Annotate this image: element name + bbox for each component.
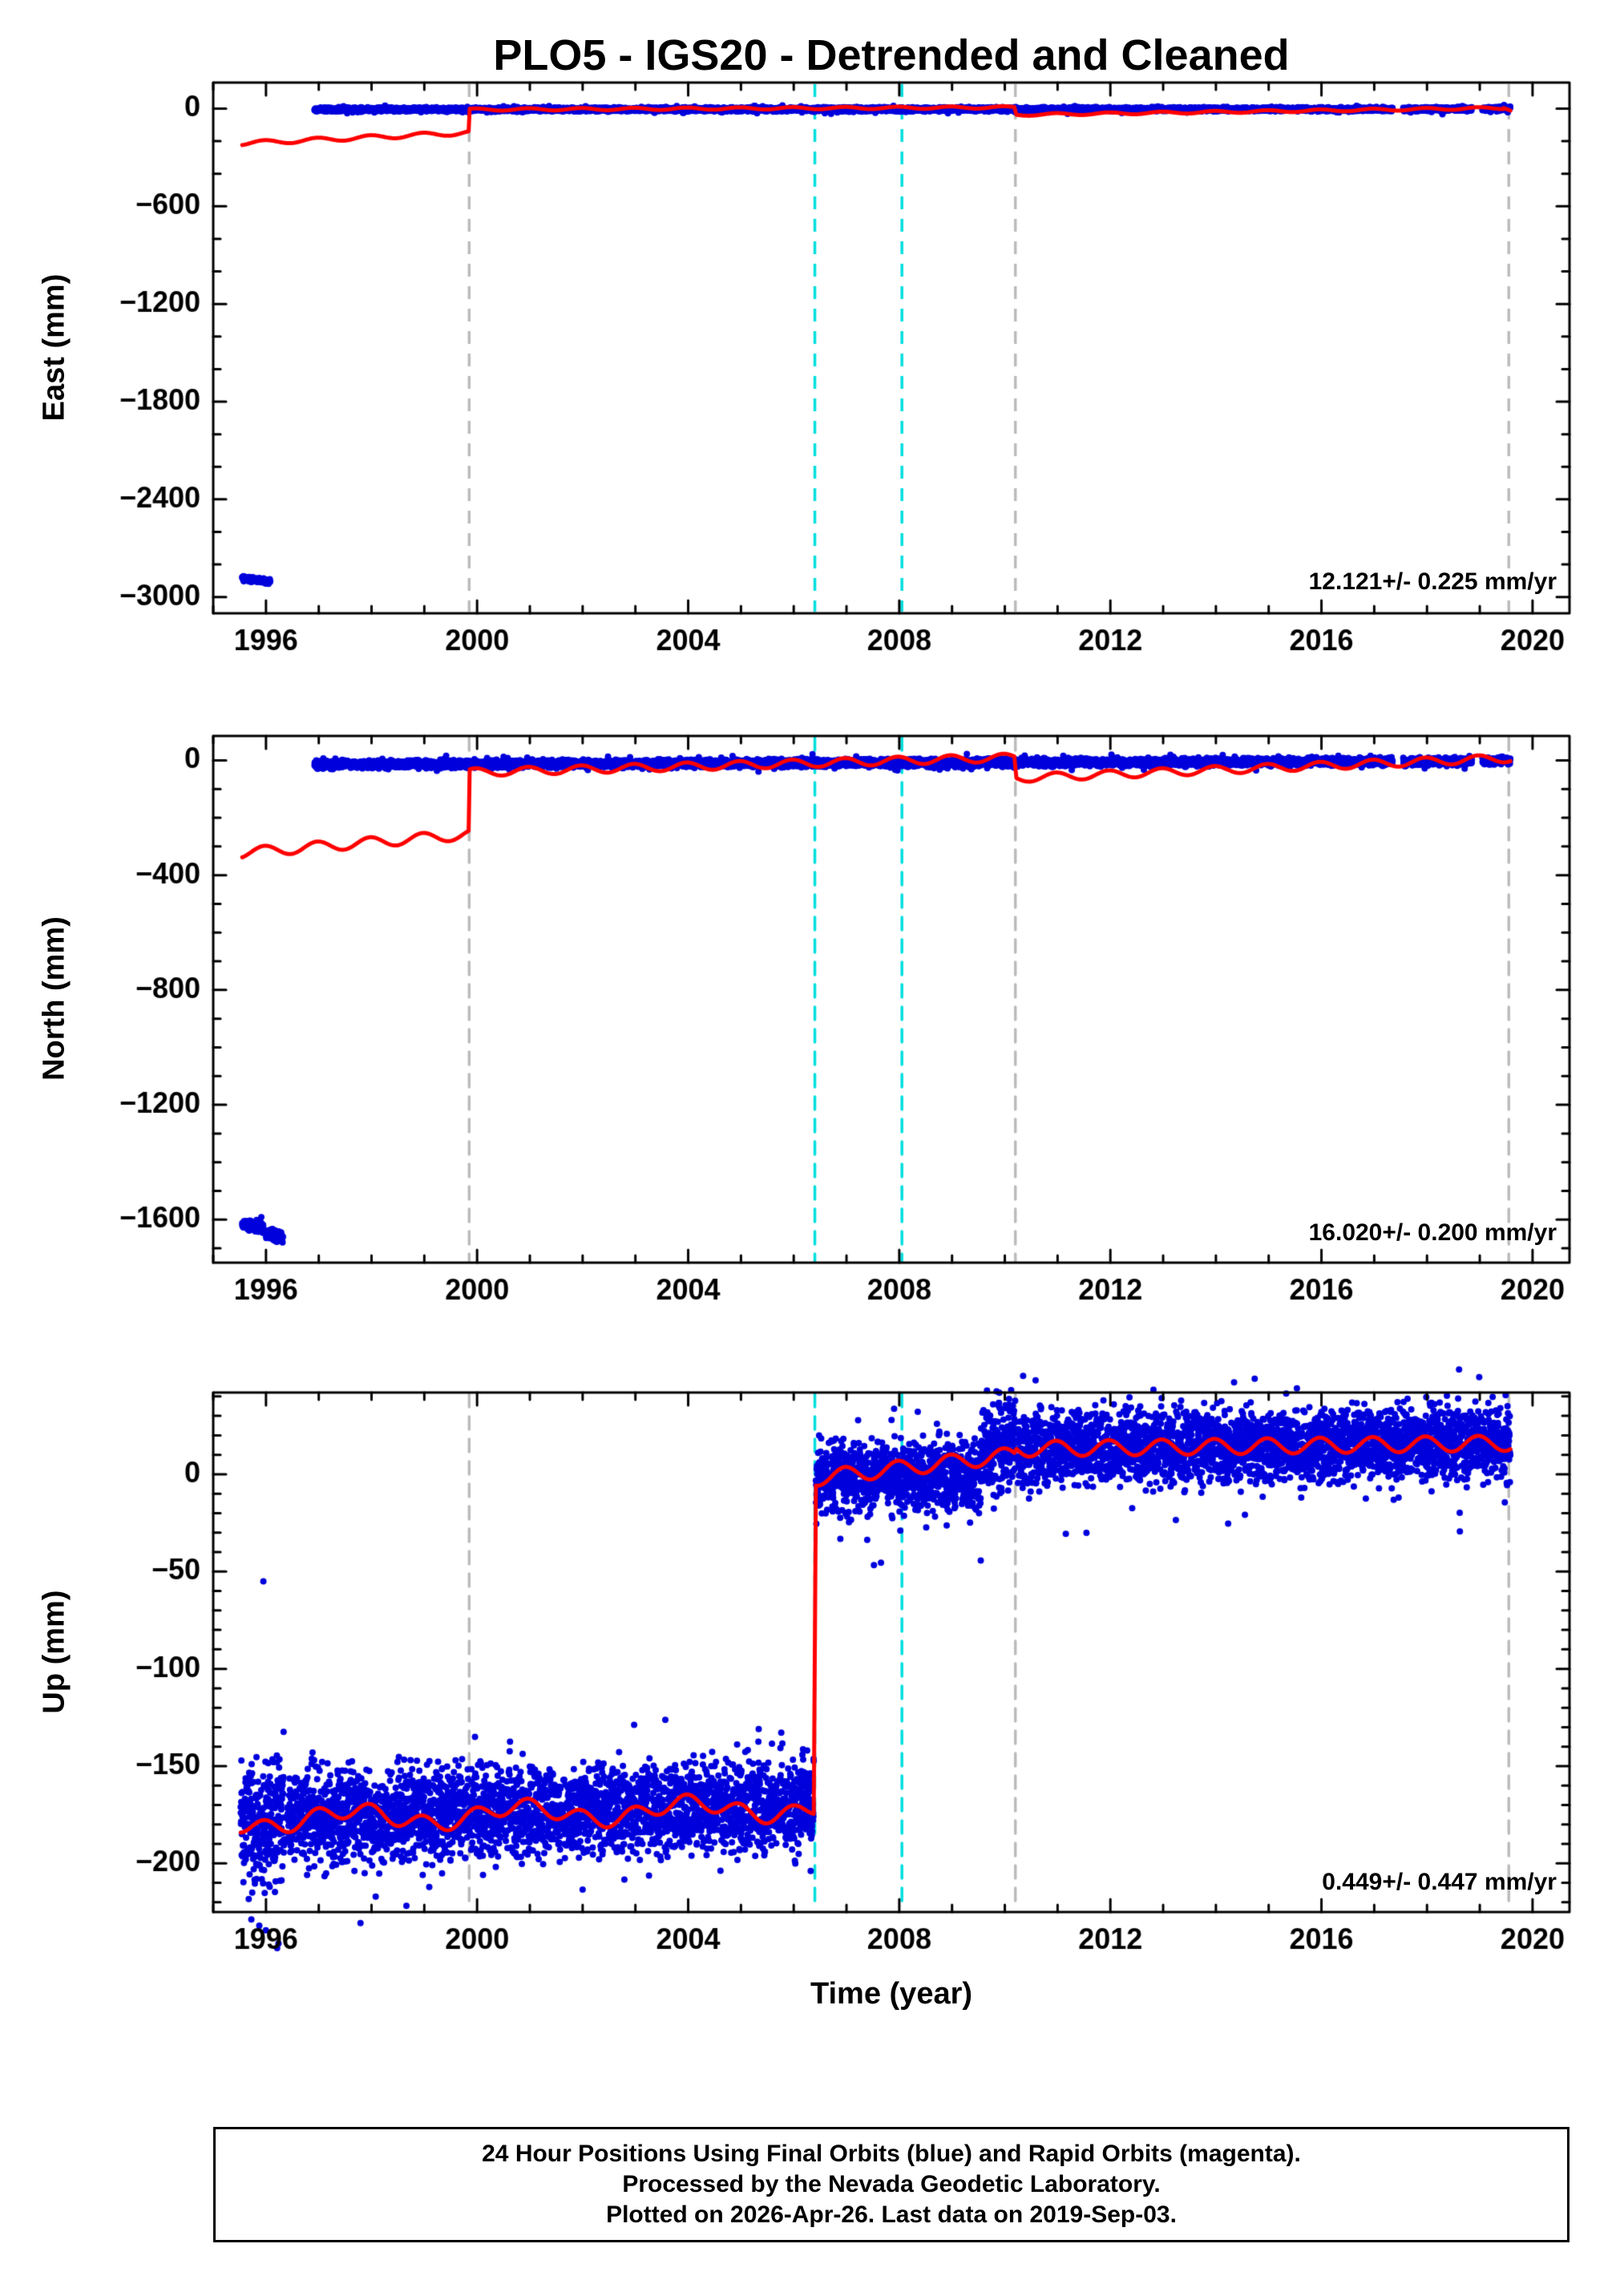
north-rate-annotation: 16.020+/- 0.200 mm/yr	[1308, 1219, 1557, 1246]
x-axis-label: Time (year)	[810, 1977, 973, 2011]
up-axis-label: Up (mm)	[37, 1590, 71, 1714]
page-title: PLO5 - IGS20 - Detrended and Cleaned	[493, 31, 1290, 79]
north-axis-label: North (mm)	[37, 916, 71, 1081]
footer-line-2: Processed by the Nevada Geodetic Laborat…	[622, 2171, 1161, 2197]
footer-line-1: 24 Hour Positions Using Final Orbits (bl…	[482, 2141, 1301, 2167]
footer-line-3: Plotted on 2026-Apr-26. Last data on 201…	[606, 2201, 1177, 2228]
up-rate-annotation: 0.449+/- 0.447 mm/yr	[1322, 1869, 1557, 1895]
footer-box: 24 Hour Positions Using Final Orbits (bl…	[213, 2127, 1569, 2242]
east-rate-annotation: 12.121+/- 0.225 mm/yr	[1308, 568, 1557, 595]
east-axis-label: East (mm)	[37, 273, 71, 422]
